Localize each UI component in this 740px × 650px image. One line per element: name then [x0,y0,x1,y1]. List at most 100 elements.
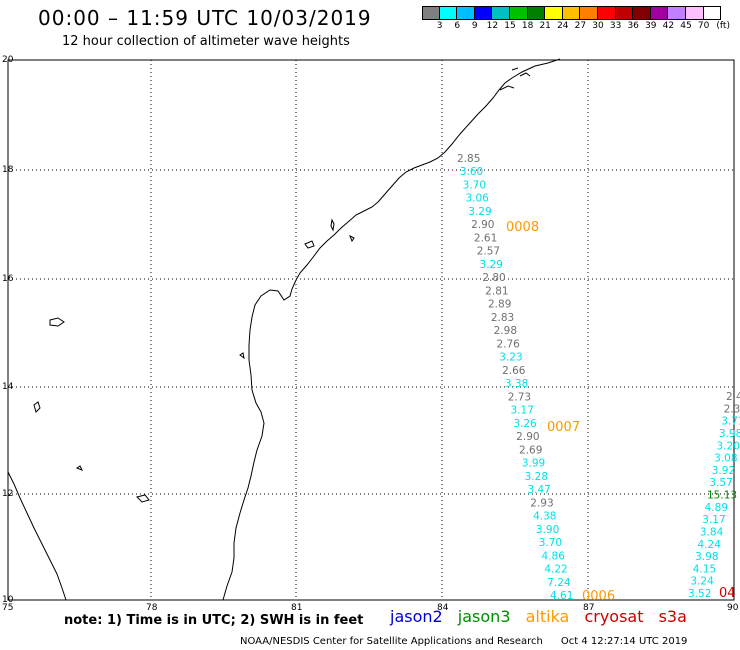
wave-height-label: 15.13 [707,490,737,502]
lon-tick: 75 [2,603,13,613]
wave-height-label: 2.76 [496,338,520,350]
wave-height-label: 2.85 [457,153,480,165]
observation-track: 2.853.603.703.063.292.902.612.573.292.80… [457,153,573,602]
wave-height-label: 3.06 [465,193,489,205]
wave-height-label: 3.47 [527,484,550,496]
wave-height-label: 2.90 [516,431,539,443]
colorbar-label: 12 [486,21,499,31]
wave-height-label: 3.29 [480,259,503,271]
island-8 [239,352,245,360]
lat-tick: 10 [2,595,14,605]
legend-jason3: jason3 [457,607,511,626]
wave-height-label: 4.61 [550,590,573,602]
colorbar-unit: (ft) [716,21,730,31]
colorbar-swatch [668,6,686,20]
lat-tick: 16 [2,274,14,284]
map-subtitle: 12 hour collection of altimeter wave hei… [62,34,350,49]
wave-height-label: 2.93 [530,497,553,509]
coastline [7,58,561,601]
sri-lanka-coast [7,471,67,601]
pass-time-label: 04 [719,586,736,601]
colorbar-label: 21 [539,21,551,31]
delta-islands [499,67,531,91]
island-6 [136,494,150,503]
latitude-labels: 20 18 16 14 12 10 [2,55,14,605]
colorbar-label: 30 [592,21,604,31]
legend-cryosat: cryosat [584,607,644,626]
wave-height-label: 3.26 [513,418,537,430]
colorbar-label: 70 [697,21,710,31]
observation-track-east: 2.42.33.713.983.203.083.923.5715.134.893… [688,391,740,600]
colorbar-swatch [545,6,563,20]
colorbar-label: 42 [662,21,675,31]
colorbar-swatch [562,6,581,20]
pass-time-label: 0008 [506,220,539,235]
wave-height-label: 3.08 [714,453,737,465]
colorbar-swatch [439,6,458,20]
wave-height-label: 3.52 [688,588,711,600]
pass-time-labels: 0008 0007 0006 04 [506,220,736,604]
colorbar-label: 45 [680,21,692,31]
lat-tick: 20 [2,55,14,65]
map-frame [7,59,735,601]
wave-height-label: 3.17 [511,405,534,417]
colorbar [422,6,722,20]
wave-height-label: 3.70 [539,537,562,549]
island-7 [75,465,84,471]
legend-jason2: jason2 [390,607,443,626]
lon-tick: 87 [583,603,594,613]
colorbar-swatch [509,6,528,20]
note-text: note: 1) Time is in UTC; 2) SWH is in fe… [64,613,364,628]
wave-height-label: 3.84 [700,526,724,538]
wave-height-label: 3.60 [460,166,483,178]
wave-height-label: 2.89 [488,299,511,311]
colorbar-swatch [615,6,634,20]
credit-line: NOAA/NESDIS Center for Satellite Applica… [240,636,687,647]
colorbar-swatch [703,6,722,20]
wave-height-label: 3.92 [712,465,735,477]
wave-height-label: 3.98 [719,428,740,440]
lon-tick: 90 [727,603,739,613]
wave-height-label: 4.15 [693,563,716,575]
wave-height-label: 4.89 [705,502,728,514]
colorbar-label: 18 [521,21,534,31]
wave-height-label: 3.20 [717,440,740,452]
satellite-legend: jason2 jason3 altika cryosat s3a [390,607,697,626]
colorbar-swatch [527,6,546,20]
legend-s3a: s3a [658,607,687,626]
wave-height-label: 3.98 [695,551,718,563]
lat-tick: 18 [2,165,14,175]
graticule [8,60,734,600]
colorbar-label: 9 [471,21,478,31]
wave-height-label: 2.4 [726,391,740,403]
wave-height-label: 3.29 [468,206,491,218]
colorbar-label: 15 [504,21,516,31]
colorbar-label: 36 [627,21,639,31]
lat-tick: 14 [2,382,14,392]
wave-height-label: 3.99 [522,458,545,470]
timestamp: Oct 4 12:27:14 UTC 2019 [560,636,688,647]
colorbar-swatch [492,6,510,20]
colorbar-labels: 3 6 9 12 15 18 21 24 27 30 33 36 39 42 45 70 (ft) [422,21,740,33]
island-4 [49,317,65,327]
wave-height-label: 7.24 [547,577,571,589]
colorbar-label: 27 [574,21,587,31]
pass-time-label: 0006 [582,589,615,604]
wave-height-label: 3.17 [702,514,725,526]
colorbar-swatch [457,6,475,20]
colorbar-label: 3 [436,21,443,31]
colorbar-label: 39 [645,21,657,31]
wave-height-label: 2.3 [724,403,740,415]
colorbar-swatch [650,6,669,20]
lon-tick: 84 [437,603,449,613]
wave-height-label: 2.66 [502,365,526,377]
colorbar-label: 24 [557,21,569,31]
wave-height-label: 2.57 [477,246,500,258]
island-2 [304,240,315,249]
wave-height-label: 3.28 [525,471,548,483]
wave-height-label: 2.81 [485,285,508,297]
wave-height-label: 2.61 [474,232,497,244]
colorbar-swatch [685,6,704,20]
wave-height-label: 4.38 [533,511,556,523]
